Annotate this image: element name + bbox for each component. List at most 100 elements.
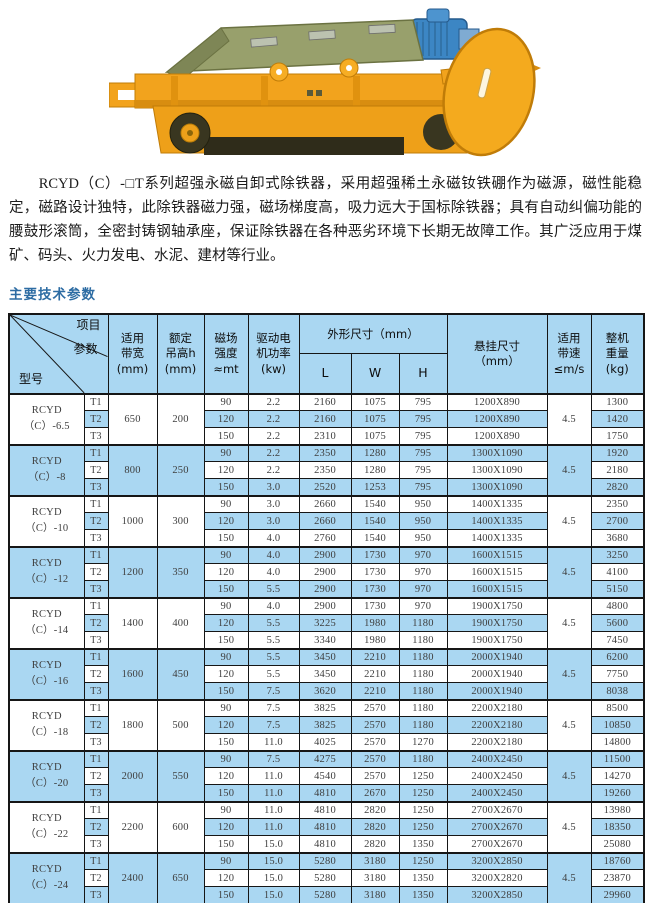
- dim-l-cell: 3225: [298, 614, 352, 633]
- intro-paragraph: RCYD（C）-□T系列超强永磁自卸式除铁器，采用超强稀土永磁钕铁硼作为磁源，磁…: [9, 176, 642, 264]
- model-cell: RCYD （C）-22: [8, 800, 85, 854]
- variant-cell: T3: [83, 784, 109, 803]
- header-motor-power: 驱动电 机功率 (kw): [247, 313, 300, 395]
- bandwidth-cell: 1600: [107, 647, 158, 701]
- dim-l-cell: 2900: [298, 563, 352, 582]
- table-row: T3 150 11.0 4810 2670 1250 2400X2450 19260: [9, 784, 645, 803]
- field-strength-cell: 120: [203, 461, 249, 480]
- weight-cell: 23870: [590, 869, 645, 888]
- product-photo: [109, 8, 541, 157]
- suspension-cell: 3200X2850: [446, 886, 548, 903]
- bandwidth-cell: 1800: [107, 698, 158, 752]
- dim-w-cell: 3180: [350, 869, 400, 888]
- model-cell: RCYD （C）-20: [8, 749, 85, 803]
- dim-l-cell: 3825: [298, 698, 352, 718]
- dim-h-cell: 1180: [398, 749, 448, 769]
- field-strength-cell: 90: [203, 392, 249, 412]
- rated-height-cell: 250: [156, 443, 205, 497]
- rated-height-cell: 550: [156, 749, 205, 803]
- dim-h-cell: 795: [398, 443, 448, 463]
- dim-h-cell: 950: [398, 529, 448, 548]
- field-strength-cell: 150: [203, 835, 249, 854]
- dim-l-cell: 4025: [298, 733, 352, 752]
- suspension-cell: 1400X1335: [446, 512, 548, 531]
- suspension-cell: 2700X2670: [446, 835, 548, 854]
- field-strength-cell: 120: [203, 767, 249, 786]
- dim-w-cell: 1253: [350, 478, 400, 497]
- power-cell: 4.0: [247, 596, 300, 616]
- field-strength-cell: 120: [203, 665, 249, 684]
- field-strength-cell: 150: [203, 427, 249, 446]
- weight-cell: 1420: [590, 410, 645, 429]
- dim-w-cell: 2670: [350, 784, 400, 803]
- variant-cell: T1: [83, 749, 109, 769]
- model-cell: RCYD （C）-8: [8, 443, 85, 497]
- dim-h-cell: 795: [398, 478, 448, 497]
- variant-cell: T1: [83, 596, 109, 616]
- suspension-cell: 1200X890: [446, 392, 548, 412]
- suspension-cell: 2200X2180: [446, 716, 548, 735]
- suspension-cell: 1300X1090: [446, 461, 548, 480]
- dim-l-cell: 2350: [298, 461, 352, 480]
- header-belt-speed: 适用 带速 ≤m/s: [546, 313, 592, 395]
- table-row: T3 150 15.0 5280 3180 1350 3200X2850 29960: [9, 886, 645, 903]
- table-row: RCYD （C）-24 T1 2400 650 90 15.0 5280 3180 1250 32…: [8, 851, 645, 903]
- power-cell: 15.0: [247, 835, 300, 854]
- dim-l-cell: 4810: [298, 835, 352, 854]
- dim-l-cell: 4275: [298, 749, 352, 769]
- left-roller: [169, 112, 211, 154]
- corner-label-model: 型号: [19, 372, 44, 387]
- belt-speed-cell: 4.5: [546, 443, 592, 497]
- belt-speed-cell: 4.5: [546, 494, 592, 548]
- power-cell: 3.0: [247, 494, 300, 514]
- power-cell: 11.0: [247, 800, 300, 820]
- machine-body: [152, 90, 468, 155]
- suspension-cell: 3200X2850: [446, 851, 548, 871]
- variant-cell: T2: [83, 614, 109, 633]
- dim-l-cell: 3825: [298, 716, 352, 735]
- variant-cell: T2: [83, 869, 109, 888]
- dim-h-cell: 970: [398, 545, 448, 565]
- header-dim-h: H: [398, 353, 448, 395]
- variant-cell: T2: [83, 512, 109, 531]
- model-cell: RCYD （C）-14: [8, 596, 85, 650]
- weight-cell: 19260: [590, 784, 645, 803]
- suspension-cell: 2400X2450: [446, 784, 548, 803]
- field-strength-cell: 150: [203, 631, 249, 650]
- field-strength-cell: 150: [203, 886, 249, 903]
- dim-w-cell: 2820: [350, 835, 400, 854]
- power-cell: 15.0: [247, 886, 300, 903]
- bandwidth-cell: 650: [107, 392, 158, 446]
- dim-h-cell: 1350: [398, 869, 448, 888]
- table-row: RCYD （C）-18 T1 1800 500 90 7.5 3825 2570 1180 220…: [8, 698, 645, 752]
- corner-cell: 项目 参数 型号: [8, 313, 109, 395]
- weight-cell: 3680: [590, 529, 645, 548]
- table-row: T2 120 2.2 2160 1075 795 1200X890 1420: [9, 410, 645, 429]
- header-dim-l: L: [298, 353, 352, 395]
- weight-cell: 8500: [590, 698, 645, 718]
- suspension-cell: 2000X1940: [446, 665, 548, 684]
- dim-h-cell: 1180: [398, 716, 448, 735]
- power-cell: 5.5: [247, 580, 300, 599]
- weight-cell: 14270: [590, 767, 645, 786]
- bandwidth-cell: 1400: [107, 596, 158, 650]
- table-row: T2 120 5.5 3225 1980 1180 1900X1750 5600: [9, 614, 645, 633]
- dim-l-cell: 4540: [298, 767, 352, 786]
- power-cell: 15.0: [247, 851, 300, 871]
- dim-h-cell: 795: [398, 410, 448, 429]
- table-row: T3 150 7.5 3620 2210 1180 2000X1940 8038: [9, 682, 645, 701]
- field-strength-cell: 90: [203, 545, 249, 565]
- field-strength-cell: 150: [203, 529, 249, 548]
- dim-h-cell: 1250: [398, 851, 448, 871]
- bandwidth-cell: 2000: [107, 749, 158, 803]
- suspension-cell: 1400X1335: [446, 494, 548, 514]
- dim-w-cell: 1075: [350, 410, 400, 429]
- model-cell: RCYD （C）-18: [8, 698, 85, 752]
- dim-w-cell: 2570: [350, 698, 400, 718]
- suspension-cell: 1300X1090: [446, 443, 548, 463]
- bandwidth-cell: 2400: [107, 851, 158, 903]
- table-row: T2 120 11.0 4540 2570 1250 2400X2450 14270: [9, 767, 645, 786]
- belt-guard: [442, 27, 536, 157]
- header-suspension: 悬挂尺寸 （mm）: [446, 313, 548, 395]
- dim-l-cell: 2520: [298, 478, 352, 497]
